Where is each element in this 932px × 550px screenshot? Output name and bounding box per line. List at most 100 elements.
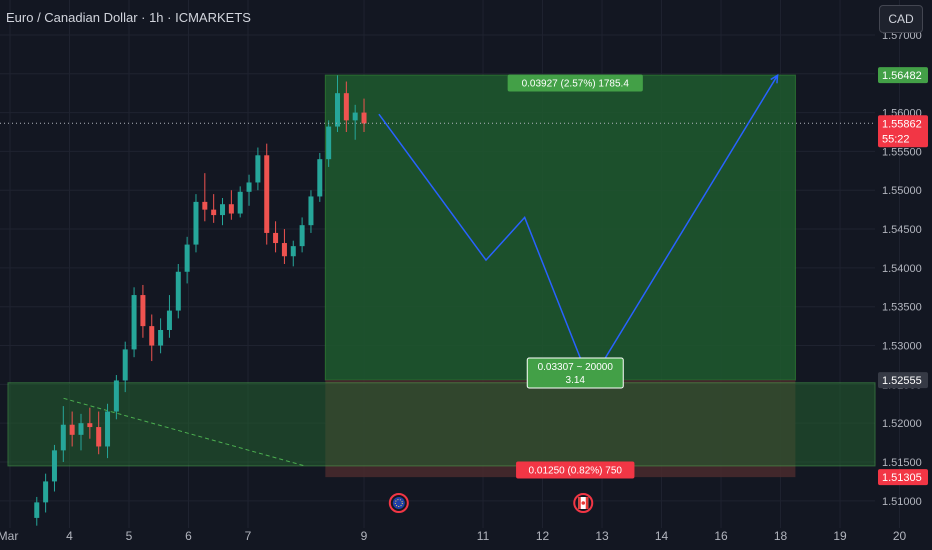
- symbol-title: Euro / Canadian Dollar · 1h · ICMARKETS: [6, 10, 251, 25]
- candle: [237, 186, 243, 218]
- candle: [175, 264, 181, 319]
- candle: [140, 284, 146, 338]
- candle-body: [60, 424, 66, 451]
- overlay-layer: 0.03927 (2.57%) 1785.4 0.03307 ~ 20000 3.1…: [0, 73, 875, 513]
- candle-body: [202, 201, 208, 210]
- candle-body: [69, 424, 75, 435]
- entry-label-text: 0.03307 ~ 20000: [538, 362, 614, 373]
- time-tick-label: 20: [893, 529, 907, 543]
- price-tick-label: 1.51500: [882, 457, 922, 469]
- time-tick-label: 18: [774, 529, 788, 543]
- candle-body: [326, 126, 332, 160]
- time-tick-label: 9: [361, 529, 368, 543]
- stop-label-bg: [516, 461, 635, 479]
- candle: [51, 444, 57, 492]
- eu-flag-icon-fill: [392, 497, 405, 509]
- price-tick-label: 1.53500: [882, 302, 922, 314]
- price-tick-label: 1.51000: [882, 496, 922, 508]
- candle-body: [317, 159, 323, 197]
- candle: [228, 190, 234, 220]
- time-tick-label: 11: [477, 529, 490, 543]
- candle-body: [193, 201, 199, 245]
- stop-price-badge-value: 1.51305: [882, 472, 922, 484]
- candle-body: [87, 423, 93, 428]
- candle: [184, 236, 190, 284]
- currency-button[interactable]: CAD: [879, 5, 923, 33]
- candle: [281, 229, 287, 264]
- candle: [131, 287, 137, 358]
- candle: [96, 411, 102, 455]
- candle: [343, 81, 349, 132]
- target-label-bg: [507, 74, 643, 92]
- candle: [273, 221, 279, 253]
- entry-price-badge-value: 1.52555: [882, 375, 922, 387]
- candle: [60, 406, 66, 462]
- current-price-badge: 1.55862 55:22: [878, 115, 928, 148]
- stop-label-text: 0.01250 (0.82%) 750: [529, 466, 623, 477]
- eu-flag-icon-stars: [394, 499, 403, 507]
- time-tick-label: Mar: [0, 529, 18, 543]
- candle: [352, 104, 358, 140]
- time-tick-label: 16: [714, 529, 728, 543]
- candle-body: [264, 155, 270, 233]
- entry-label-text: 3.14: [566, 375, 586, 386]
- time-tick-label: 13: [595, 529, 609, 543]
- candle: [149, 314, 155, 362]
- candle-body: [299, 225, 305, 247]
- stop-label: 0.01250 (0.82%) 750: [516, 461, 635, 479]
- candle-body: [43, 481, 49, 503]
- candle-body: [211, 209, 217, 216]
- candle-body: [352, 112, 358, 121]
- candle: [34, 496, 40, 526]
- time-axis: Mar45679111213141618192021: [0, 529, 907, 543]
- entry-label: 0.03307 ~ 20000 3.14: [526, 357, 624, 389]
- time-tick-label: 19: [833, 529, 847, 543]
- candle: [255, 147, 261, 191]
- candle-body: [290, 246, 296, 257]
- candle-body: [105, 411, 111, 447]
- canada-flag-icon-band-l: [578, 497, 581, 509]
- current-price-badge-countdown: 55:22: [882, 133, 910, 145]
- candle: [220, 198, 226, 226]
- entry-price-badge: 1.52555: [878, 372, 928, 389]
- target-price-badge: 1.56482: [878, 67, 928, 84]
- canada-flag-icon-leaf: [581, 501, 586, 505]
- time-tick-label: 7: [245, 529, 252, 543]
- candle-body: [34, 502, 40, 518]
- candle: [87, 407, 93, 439]
- stop-price-badge: 1.51305: [878, 469, 928, 486]
- demand-zone: [7, 382, 876, 467]
- time-tick-label: 5: [126, 529, 133, 543]
- projection-arrowhead: [770, 73, 779, 84]
- candle-body: [51, 450, 57, 482]
- candle: [105, 403, 111, 459]
- candle-body: [166, 310, 172, 330]
- candle: [202, 173, 208, 222]
- candle-body: [220, 204, 226, 216]
- candle-body: [237, 191, 243, 214]
- candle-body: [246, 182, 252, 192]
- candle: [193, 194, 199, 253]
- time-tick-label: 4: [66, 529, 73, 543]
- current-price-badge-value: 1.55862: [882, 118, 922, 130]
- stop-price-badge-bg: [878, 469, 928, 486]
- candle-body: [334, 93, 340, 127]
- candle: [43, 473, 49, 513]
- eu-flag-icon[interactable]: [388, 493, 409, 513]
- candle: [334, 75, 340, 132]
- price-tick-label: 1.55500: [882, 146, 922, 158]
- canada-flag-icon-band-r: [585, 497, 589, 509]
- candle-body: [175, 271, 181, 311]
- price-tick-label: 1.53000: [882, 341, 922, 353]
- target-price-badge-value: 1.56482: [882, 70, 922, 82]
- canada-flag-icon[interactable]: [573, 493, 594, 513]
- candle: [113, 375, 119, 420]
- candle-body: [308, 196, 314, 226]
- target-label-text: 0.03927 (2.57%) 1785.4: [522, 79, 630, 90]
- time-tick-label: 14: [655, 529, 669, 543]
- candle-body: [78, 423, 84, 435]
- candlestick-series: [34, 75, 367, 526]
- candle: [78, 413, 84, 451]
- profit-zone: [324, 74, 796, 381]
